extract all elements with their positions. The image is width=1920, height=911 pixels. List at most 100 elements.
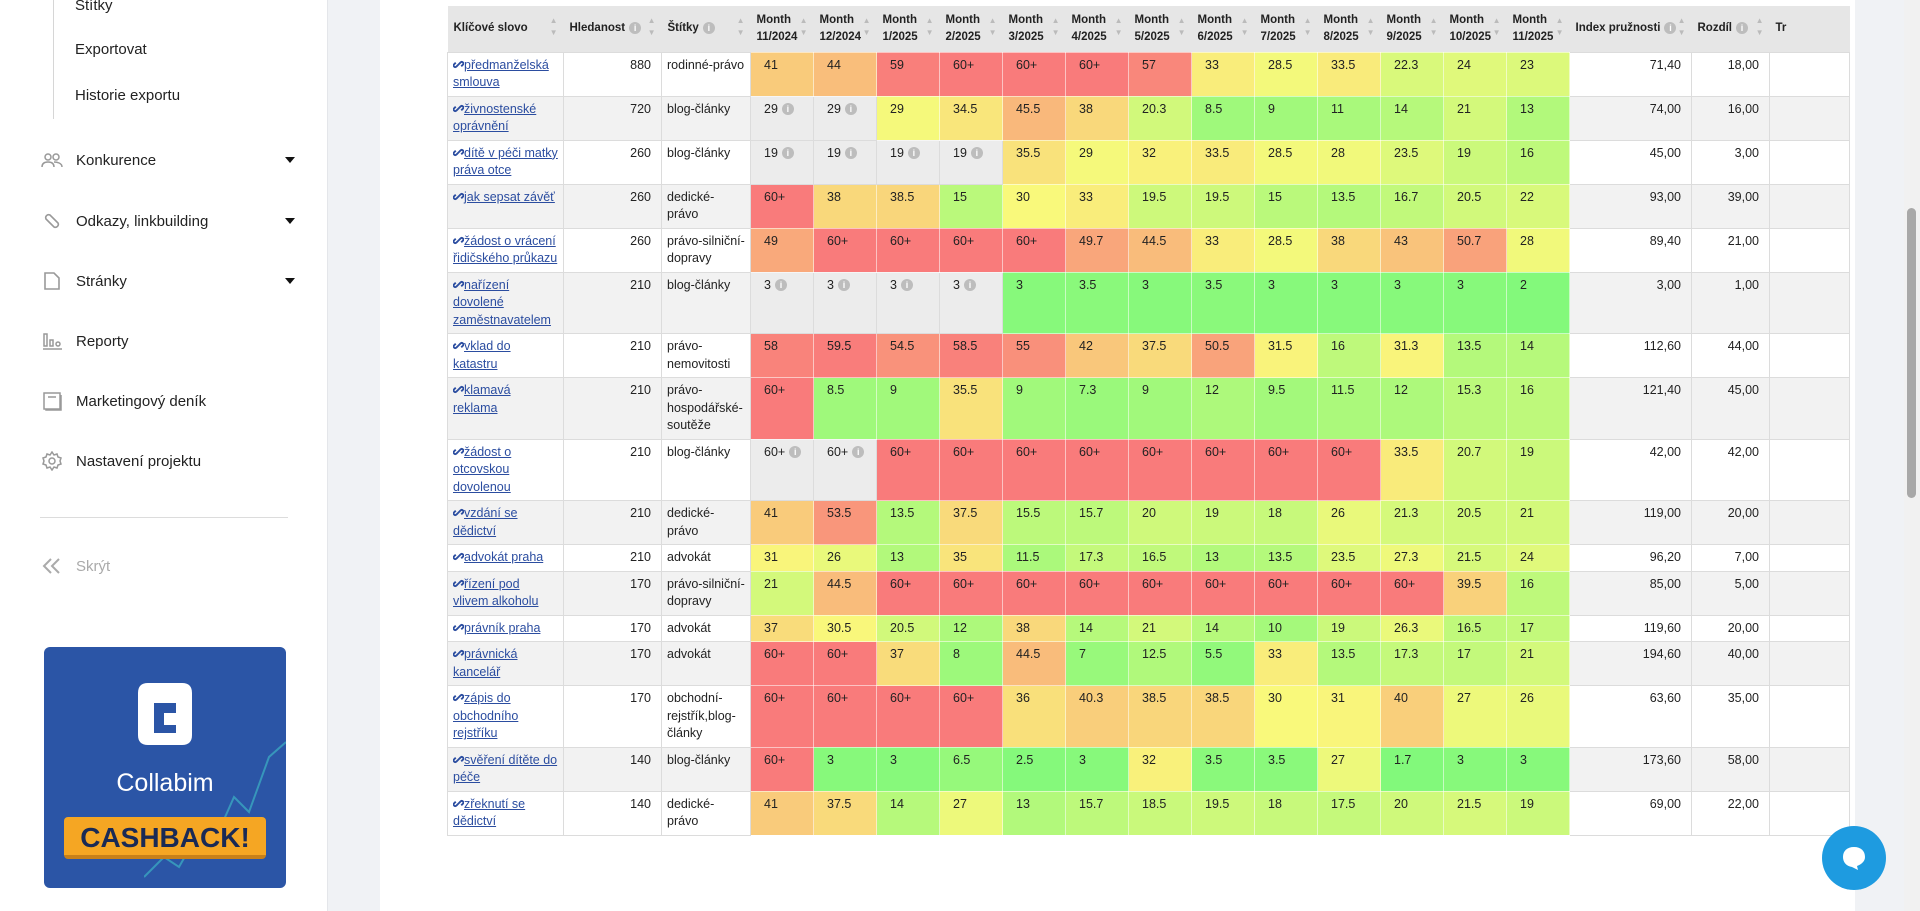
info-icon[interactable]: i <box>970 147 983 160</box>
sort-arrows-icon[interactable]: ▲ ▼ <box>1051 16 1060 37</box>
info-icon[interactable]: i <box>702 22 715 35</box>
info-icon[interactable]: i <box>781 147 794 160</box>
info-icon[interactable]: i <box>1736 22 1748 35</box>
header-month[interactable]: Month 10/2025 ▲ ▼ <box>1443 6 1507 52</box>
keyword-link[interactable]: jak sepsat závěť <box>464 189 555 204</box>
header-keyword[interactable]: Klíčové slovo ▲ ▼ <box>447 6 564 52</box>
header-month[interactable]: Month 8/2025 ▲ ▼ <box>1317 6 1381 52</box>
keyword-link[interactable]: nařízení dovolené zaměstnavatelem <box>453 277 551 327</box>
sort-arrows-icon[interactable]: ▲ ▼ <box>1555 16 1564 37</box>
sort-arrows-icon[interactable]: ▲ ▼ <box>1303 16 1312 37</box>
header-tags[interactable]: Štítky i ▲ ▼ <box>661 6 751 52</box>
tags-cell: blog-články <box>661 438 751 501</box>
keyword-link[interactable]: žádost o otcovskou dovolenou <box>453 444 512 494</box>
keyword-link[interactable]: zřeknutí se dědictví <box>453 796 526 829</box>
sort-arrows-icon[interactable]: ▲ ▼ <box>988 16 997 37</box>
header-month[interactable]: Month 1/2025 ▲ ▼ <box>876 6 940 52</box>
keyword-link[interactable]: živnostenské oprávnění <box>453 101 537 134</box>
info-icon[interactable]: i <box>907 147 920 160</box>
keyword-link[interactable]: vklad do katastru <box>453 339 511 371</box>
rank-value: 20.5 <box>1457 189 1482 204</box>
header-month[interactable]: Month 12/2024 ▲ ▼ <box>813 6 877 52</box>
header-month[interactable]: Month 9/2025 ▲ ▼ <box>1380 6 1444 52</box>
submenu-item-stitky[interactable]: Štítky <box>75 0 113 14</box>
sort-arrows-icon[interactable]: ▲ ▼ <box>925 16 934 37</box>
sort-arrows-icon[interactable]: ▲ ▼ <box>1492 16 1501 37</box>
header-month[interactable]: Month 3/2025 ▲ ▼ <box>1002 6 1066 52</box>
keyword-link[interactable]: řízení pod vlivem alkoholu <box>453 576 539 609</box>
sort-arrows-icon[interactable]: ▲ ▼ <box>1240 16 1249 37</box>
info-icon[interactable]: i <box>789 446 802 459</box>
info-icon[interactable]: i <box>963 279 976 292</box>
info-icon[interactable]: i <box>837 279 850 292</box>
keyword-link[interactable]: klamavá reklama <box>453 383 511 415</box>
sidebar-item-konkurence[interactable]: Konkurence <box>40 145 295 175</box>
sidebar-item-reporty[interactable]: Reporty <box>40 326 295 356</box>
sort-arrows-icon[interactable]: ▲ ▼ <box>799 16 808 37</box>
sort-arrows-icon[interactable]: ▲ ▼ <box>862 16 871 37</box>
keyword-link[interactable]: předmanželská smlouva <box>453 57 549 90</box>
sort-arrows-icon[interactable]: ▲ ▼ <box>736 16 745 37</box>
info-icon[interactable]: i <box>781 103 794 116</box>
hide-sidebar-button[interactable]: Skrýt <box>40 551 295 581</box>
rank-value: 34.5 <box>953 101 978 116</box>
month-rank-cell: 3 <box>1002 271 1066 334</box>
rank-value: 22 <box>1520 189 1534 204</box>
info-icon[interactable]: i <box>844 147 857 160</box>
keyword-link[interactable]: zápis do obchodního rejstříku <box>453 691 519 740</box>
sidebar-item-marketingov-den-k[interactable]: Marketingový deník <box>40 386 295 416</box>
rank-value: 5.5 <box>1205 647 1223 661</box>
header-month[interactable]: Month 7/2025 ▲ ▼ <box>1254 6 1318 52</box>
header-month[interactable]: Month 2/2025 ▲ ▼ <box>939 6 1003 52</box>
header-month[interactable]: Month 11/2025 ▲ ▼ <box>1506 6 1570 52</box>
scrollbar-thumb[interactable] <box>1907 208 1916 498</box>
page-scrollbar[interactable] <box>1904 0 1920 911</box>
keyword-link[interactable]: žádost o vrácení řidičského průkazu <box>453 233 558 266</box>
sidebar-item-nastaven-projektu[interactable]: Nastavení projektu <box>40 446 295 476</box>
sort-arrows-icon[interactable]: ▲ ▼ <box>1114 16 1123 37</box>
cashback-button[interactable]: CASHBACK! <box>64 817 266 859</box>
info-icon[interactable]: i <box>900 279 913 292</box>
info-icon[interactable]: i <box>852 446 865 459</box>
tags-cell: blog-články <box>661 95 751 141</box>
sort-arrows-icon[interactable]: ▲ ▼ <box>1366 16 1375 37</box>
header-month[interactable]: Month 4/2025 ▲ ▼ <box>1065 6 1129 52</box>
keyword-link[interactable]: právník praha <box>464 620 541 635</box>
sidebar-item-str-nky[interactable]: Stránky <box>40 266 295 296</box>
keyword-link[interactable]: vzdání se dědictví <box>453 506 518 538</box>
header-label: Hledanost <box>569 22 626 35</box>
sort-arrows-icon[interactable]: ▲ ▼ <box>1177 16 1186 37</box>
header-index[interactable]: Index pružnosti i ▲ ▼ <box>1569 6 1692 52</box>
header-volume[interactable]: Hledanost i ▲ ▼ <box>563 6 662 52</box>
next-cell <box>1769 183 1850 229</box>
info-icon[interactable]: i <box>774 279 787 292</box>
rank-value: 33 <box>1205 57 1219 72</box>
header-next[interactable]: Tr <box>1769 6 1850 52</box>
header-month[interactable]: Month 5/2025 ▲ ▼ <box>1128 6 1192 52</box>
header-month[interactable]: Month 11/2024 ▲ ▼ <box>750 6 814 52</box>
sort-arrows-icon[interactable]: ▲ ▼ <box>1429 16 1438 37</box>
link-icon <box>453 509 464 516</box>
caret-down-icon[interactable] <box>285 218 295 224</box>
sort-arrows-icon[interactable]: ▲ ▼ <box>1677 16 1686 37</box>
keyword-link[interactable]: advokát praha <box>464 550 544 564</box>
header-month[interactable]: Month 6/2025 ▲ ▼ <box>1191 6 1255 52</box>
sort-arrows-icon[interactable]: ▲ ▼ <box>1755 16 1764 37</box>
info-icon[interactable]: i <box>844 103 857 116</box>
info-icon[interactable]: i <box>629 22 642 35</box>
info-icon[interactable]: i <box>1664 22 1677 35</box>
rank-value: 19 <box>1331 620 1345 635</box>
submenu-item-historie-exportu[interactable]: Historie exportu <box>75 87 181 104</box>
sidebar-item-odkazy-linkbuilding[interactable]: Odkazy, linkbuilding <box>40 206 295 236</box>
keyword-link[interactable]: právnická kancelář <box>453 647 518 679</box>
cashback-banner[interactable]: Collabim CASHBACK! <box>44 647 286 888</box>
chat-button[interactable] <box>1822 826 1886 890</box>
sort-arrows-icon[interactable]: ▲ ▼ <box>549 16 558 37</box>
caret-down-icon[interactable] <box>285 157 295 163</box>
header-diff[interactable]: Rozdíl i ▲ ▼ <box>1691 6 1770 52</box>
submenu-item-exportovat[interactable]: Exportovat <box>75 41 147 58</box>
keyword-link[interactable]: dítě v péči matky práva otce <box>453 145 558 178</box>
caret-down-icon[interactable] <box>285 278 295 284</box>
sort-arrows-icon[interactable]: ▲ ▼ <box>647 16 656 37</box>
keyword-link[interactable]: svěření dítěte do péče <box>453 752 558 785</box>
